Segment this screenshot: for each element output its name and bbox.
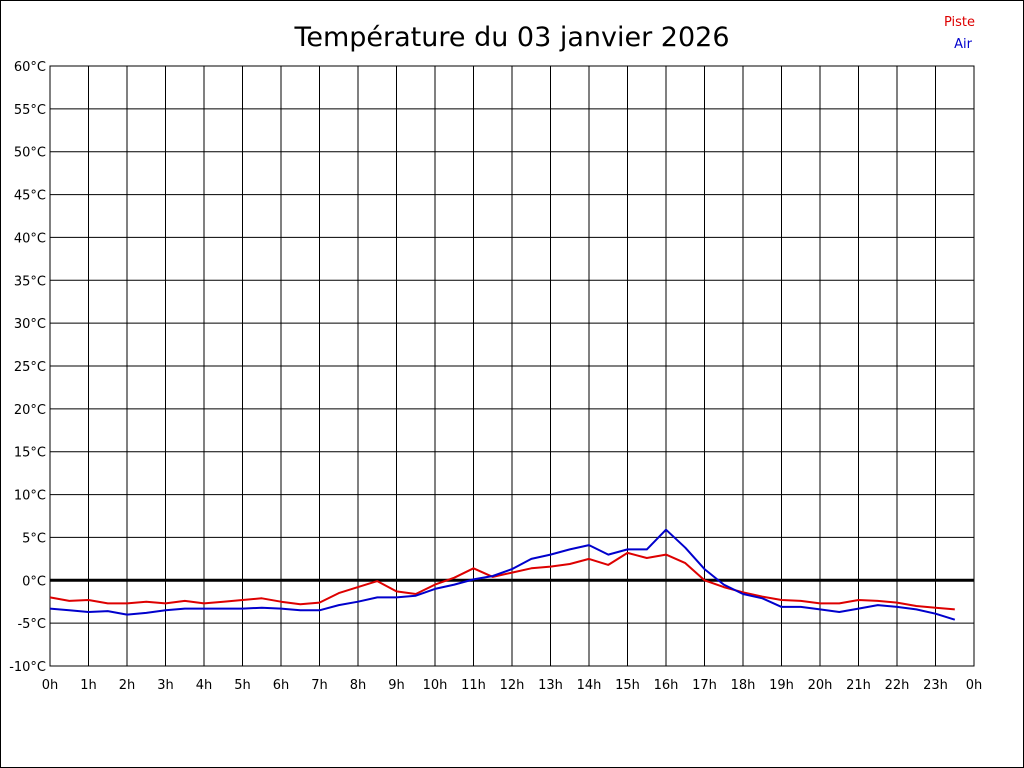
x-tick-label: 8h (350, 678, 367, 693)
x-tick-label: 15h (615, 678, 640, 693)
y-tick-label: 10°C (14, 489, 46, 504)
y-axis: 60°C 55°C 50°C 45°C 40°C 35°C 30°C 25°C 20°C 15°C… (9, 60, 46, 675)
x-tick-label: 6h (273, 678, 290, 693)
series-layer (49, 528, 956, 621)
y-tick-label: 15°C (14, 446, 46, 461)
y-tick-label: 35°C (14, 274, 46, 289)
x-tick-label: 1h (80, 678, 97, 693)
x-tick-label: 2h (119, 678, 136, 693)
legend-air: Air (954, 37, 973, 52)
y-tick-label: 0°C (22, 574, 46, 589)
x-axis: 0h 1h 2h 3h 4h 5h 6h 7h 8h 9h 10h 11h 12h 13h 14h 15h 16… (42, 678, 983, 693)
plot-border (49, 65, 975, 667)
y-tick-label: -5°C (17, 617, 46, 632)
y-tick-label: 5°C (22, 531, 46, 546)
x-tick-label: 3h (157, 678, 174, 693)
x-tick-label: 9h (388, 678, 405, 693)
y-tick-label: 40°C (14, 231, 46, 246)
x-tick-label: 19h (769, 678, 794, 693)
x-tick-label: 20h (808, 678, 833, 693)
x-tick-label: 14h (577, 678, 602, 693)
x-tick-label: 4h (196, 678, 213, 693)
y-tick-label: 25°C (14, 360, 46, 375)
x-tick-label: 17h (692, 678, 717, 693)
y-tick-label: 60°C (14, 60, 46, 75)
y-tick-label: 55°C (14, 103, 46, 118)
x-tick-label: 0h (42, 678, 59, 693)
series-line-air (49, 528, 956, 621)
x-tick-label: 13h (538, 678, 563, 693)
series-line-piste (49, 551, 955, 611)
x-tick-label: 16h (654, 678, 679, 693)
chart-title: Température du 03 janvier 2026 (293, 22, 729, 53)
x-tick-label: 22h (885, 678, 910, 693)
legend-piste: Piste (944, 15, 975, 30)
x-tick-label: 7h (311, 678, 328, 693)
y-tick-label: -10°C (9, 660, 46, 675)
x-tick-label: 12h (500, 678, 525, 693)
x-tick-label: 21h (846, 678, 871, 693)
x-tick-label: 23h (923, 678, 948, 693)
y-tick-label: 45°C (14, 189, 46, 204)
x-tick-label: 0h (966, 678, 983, 693)
x-tick-label: 5h (234, 678, 251, 693)
y-tick-label: 20°C (14, 403, 46, 418)
x-tick-label: 11h (461, 678, 486, 693)
x-tick-label: 18h (731, 678, 756, 693)
y-tick-label: 30°C (14, 317, 46, 332)
x-tick-label: 10h (423, 678, 448, 693)
y-tick-label: 50°C (14, 146, 46, 161)
